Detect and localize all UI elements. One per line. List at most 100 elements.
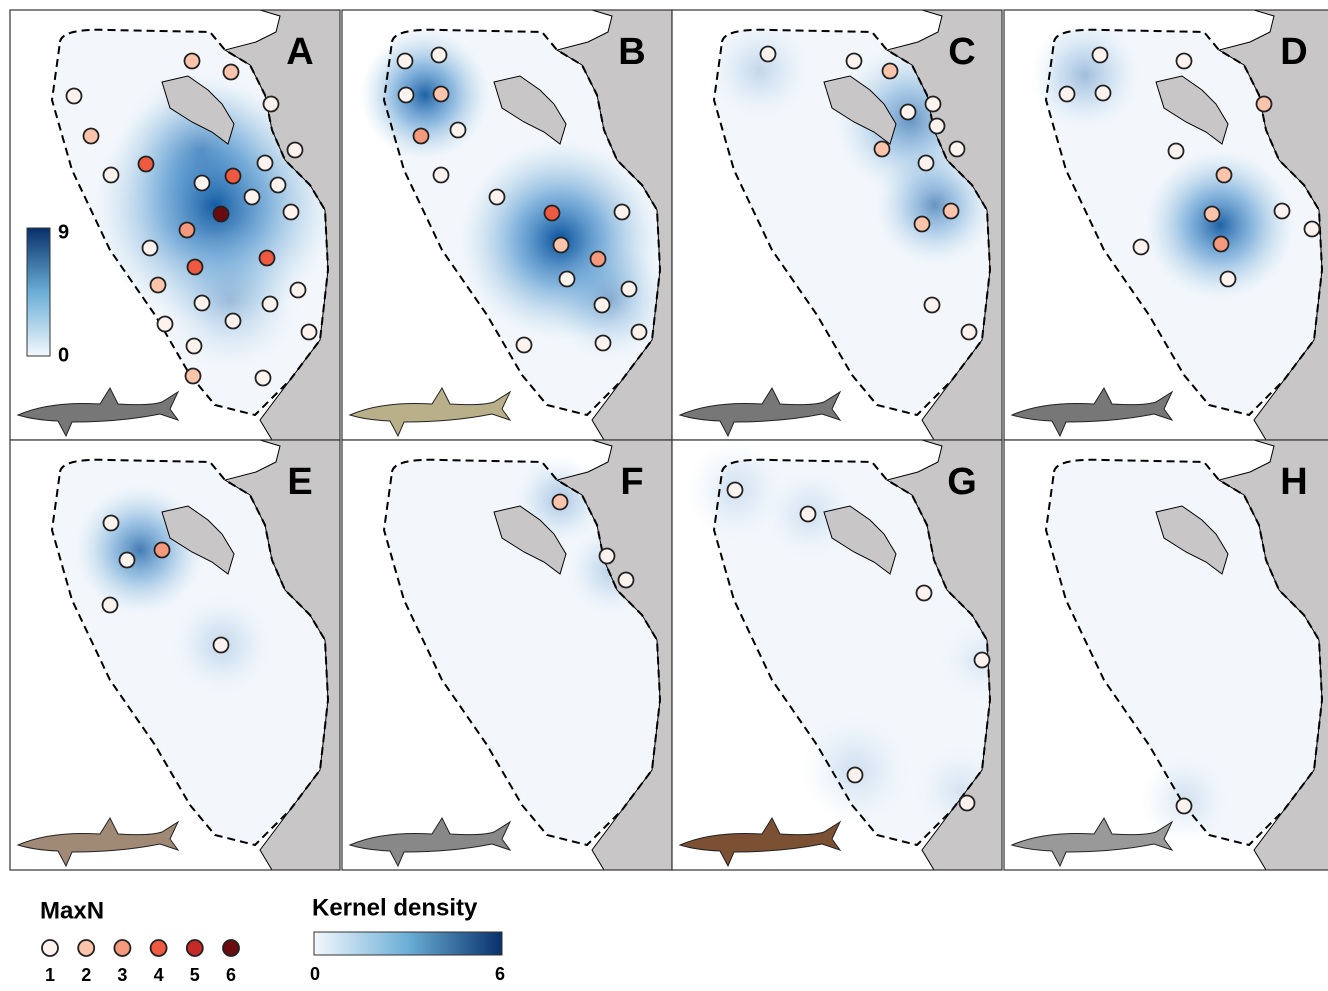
station (264, 97, 279, 112)
station (615, 205, 630, 220)
station (284, 205, 299, 220)
scale-min: 0 (58, 344, 69, 366)
station (1305, 222, 1320, 237)
station (103, 598, 118, 613)
panel-label: E (287, 461, 312, 503)
station (214, 638, 229, 653)
station (414, 129, 429, 144)
density (710, 20, 810, 120)
station (901, 105, 916, 120)
density (1030, 20, 1140, 130)
station (1060, 87, 1075, 102)
station (728, 483, 743, 498)
station (1214, 237, 1229, 252)
station (120, 553, 135, 568)
station (848, 768, 863, 783)
station (930, 119, 945, 134)
station (188, 260, 203, 275)
station (104, 516, 119, 531)
station (302, 325, 317, 340)
panel-label: G (947, 461, 977, 503)
station (761, 47, 776, 62)
station (517, 338, 532, 353)
station (950, 142, 965, 157)
station (195, 176, 210, 191)
maxn-level: 1 (45, 965, 55, 985)
maxn-swatch (114, 940, 130, 956)
station (1134, 240, 1149, 255)
station (545, 206, 560, 221)
station (1257, 97, 1272, 112)
station (434, 87, 449, 102)
station (917, 586, 932, 601)
station (398, 54, 413, 69)
station (960, 796, 975, 811)
maxn-level: 5 (190, 965, 200, 985)
maxn-swatch (151, 940, 167, 956)
station (975, 653, 990, 668)
station (1177, 799, 1192, 814)
scale-max: 9 (58, 221, 69, 243)
station (591, 252, 606, 267)
station (1177, 54, 1192, 69)
panel-label: D (1280, 31, 1307, 73)
station (143, 241, 158, 256)
station (596, 336, 611, 351)
figure: ABCDEFGH90 MaxN Kernel density 0 6 12345… (0, 0, 1328, 986)
kd-max: 6 (495, 964, 505, 984)
station (291, 283, 306, 298)
density (160, 230, 300, 370)
station (451, 123, 466, 138)
station (883, 64, 898, 79)
maxn-swatch (42, 940, 58, 956)
station (224, 65, 239, 80)
kd-bar (314, 932, 502, 955)
station (1169, 144, 1184, 159)
station (214, 207, 229, 222)
station (155, 543, 170, 558)
map-panel: B (342, 10, 672, 440)
station (490, 190, 505, 205)
station (1205, 207, 1220, 222)
station (801, 507, 816, 522)
station (186, 369, 201, 384)
scale-bar (27, 228, 50, 356)
maxn-level: 6 (226, 965, 236, 985)
panel-label: H (1280, 461, 1307, 503)
map-panel: E (10, 440, 340, 870)
station (600, 549, 615, 564)
station (271, 178, 286, 193)
kd-min: 0 (310, 964, 320, 984)
station (926, 97, 941, 112)
station (944, 204, 959, 219)
station (434, 168, 449, 183)
panel-label: A (286, 31, 313, 73)
station (180, 223, 195, 238)
map-panel: H (1004, 440, 1328, 870)
station (139, 157, 154, 172)
maxn-title: MaxN (40, 897, 104, 924)
station (256, 371, 271, 386)
density (75, 485, 205, 615)
station (1221, 272, 1236, 287)
kd-title: Kernel density (312, 894, 478, 921)
station (84, 129, 99, 144)
station (151, 278, 166, 293)
maxn-level: 3 (117, 965, 127, 985)
station (1217, 168, 1232, 183)
map-panel: G (672, 440, 1020, 870)
maxn-level: 2 (81, 965, 91, 985)
panel-label: C (948, 31, 975, 73)
station (187, 339, 202, 354)
maxn-swatch (78, 940, 94, 956)
station (226, 169, 241, 184)
panel-label: F (620, 461, 643, 503)
station (1093, 48, 1108, 63)
station (915, 217, 930, 232)
station (158, 317, 173, 332)
station (185, 54, 200, 69)
station (560, 272, 575, 287)
station (263, 297, 278, 312)
station (619, 573, 634, 588)
station (553, 495, 568, 510)
